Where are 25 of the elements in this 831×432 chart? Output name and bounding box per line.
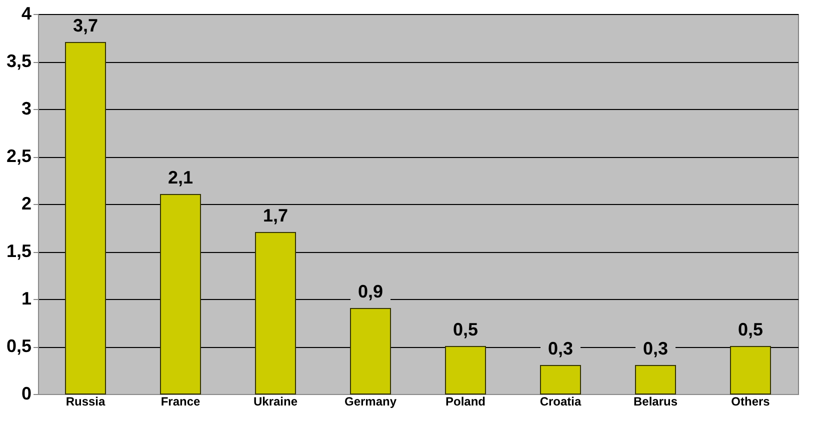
x-tick-label: Germany bbox=[344, 394, 397, 408]
data-label: 0,3 bbox=[642, 338, 668, 358]
data-label: 2,1 bbox=[168, 168, 194, 188]
data-label: 1,7 bbox=[262, 206, 288, 226]
y-tick-label: 4 bbox=[21, 4, 32, 24]
y-tick-label: 1,5 bbox=[6, 241, 32, 261]
data-label: 0,9 bbox=[358, 282, 384, 302]
data-label: 0,5 bbox=[452, 320, 478, 340]
data-label: 0,3 bbox=[548, 338, 574, 358]
x-tick-label: Poland bbox=[445, 394, 486, 408]
x-tick-label: France bbox=[160, 394, 200, 408]
y-tick-label: 0,5 bbox=[6, 336, 32, 356]
x-tick-label: Croatia bbox=[540, 394, 582, 408]
x-tick-label: Others bbox=[731, 394, 770, 408]
x-tick-label: Ukraine bbox=[253, 394, 298, 408]
data-label: 0,5 bbox=[738, 320, 764, 340]
y-tick-label: 2,5 bbox=[6, 146, 32, 166]
x-tick-label: Russia bbox=[66, 394, 106, 408]
y-tick-label: 0 bbox=[21, 384, 32, 404]
x-tick-label: Belarus bbox=[633, 394, 678, 408]
y-tick-label: 2 bbox=[21, 194, 32, 214]
y-tick-label: 3 bbox=[21, 98, 32, 118]
y-tick-label: 1 bbox=[21, 288, 32, 308]
data-label: 3,7 bbox=[72, 16, 98, 36]
y-tick-label: 3,5 bbox=[6, 51, 32, 71]
